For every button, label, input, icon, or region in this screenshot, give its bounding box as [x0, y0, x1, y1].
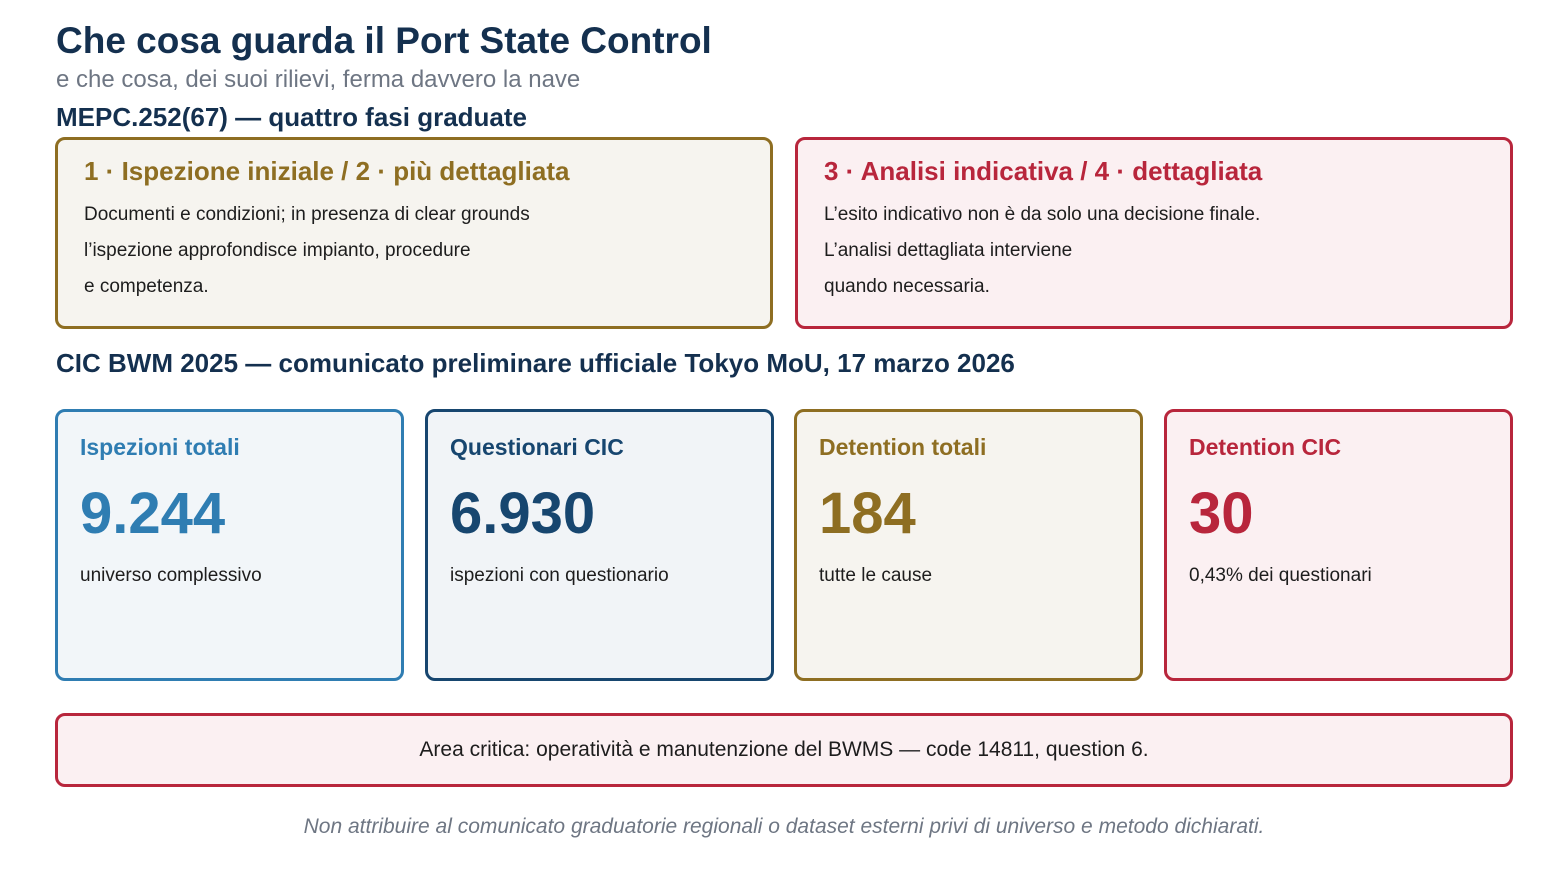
stat-value: 9.244	[80, 481, 226, 546]
stat-label: Detention totali	[819, 434, 987, 460]
stat-card-total-inspections: Ispezioni totali 9.244 universo compless…	[55, 409, 404, 681]
page-title: Che cosa guarda il Port State Control	[56, 20, 712, 61]
stat-note: 0,43% dei questionari	[1189, 565, 1372, 586]
stat-note: tutte le cause	[819, 565, 933, 586]
phase-card-line: quando necessaria.	[824, 276, 990, 297]
stat-value: 30	[1189, 481, 1254, 546]
critical-area-banner: Area critica: operatività e manutenzione…	[55, 713, 1513, 787]
phase-card-analysis: 3 · Analisi indicativa / 4 · dettagliata…	[795, 137, 1513, 329]
footer-disclaimer: Non attribuire al comunicato graduatorie…	[303, 815, 1265, 838]
phase-card-line: Documenti e condizioni; in presenza di c…	[84, 204, 530, 225]
stat-note: ispezioni con questionario	[450, 565, 669, 586]
stat-card-cic-questionnaires: Questionari CIC 6.930 ispezioni con ques…	[425, 409, 774, 681]
stat-label: Ispezioni totali	[80, 434, 240, 460]
phase-card-heading: 1 · Ispezione iniziale / 2 · più dettagl…	[84, 156, 570, 186]
stat-note: universo complessivo	[80, 565, 262, 586]
page-subtitle: e che cosa, dei suoi rilievi, ferma davv…	[56, 66, 581, 93]
phase-card-inspection: 1 · Ispezione iniziale / 2 · più dettagl…	[55, 137, 773, 329]
stat-label: Detention CIC	[1189, 434, 1342, 460]
stat-label: Questionari CIC	[450, 434, 624, 460]
phase-card-line: L’esito indicativo non è da solo una dec…	[824, 204, 1261, 225]
stat-value: 184	[819, 481, 916, 546]
stat-value: 6.930	[450, 481, 596, 546]
phase-card-line: L’analisi dettagliata interviene	[824, 240, 1073, 261]
stat-card-cic-detentions: Detention CIC 30 0,43% dei questionari	[1164, 409, 1513, 681]
phase-card-line: l’ispezione approfondisce impianto, proc…	[84, 240, 471, 261]
stats-section-title: CIC BWM 2025 — comunicato preliminare uf…	[56, 348, 1015, 378]
stat-card-total-detentions: Detention totali 184 tutte le cause	[794, 409, 1143, 681]
phases-section-title: MEPC.252(67) — quattro fasi graduate	[56, 102, 527, 132]
phase-card-line: e competenza.	[84, 276, 209, 297]
phase-card-heading: 3 · Analisi indicativa / 4 · dettagliata	[824, 156, 1263, 186]
